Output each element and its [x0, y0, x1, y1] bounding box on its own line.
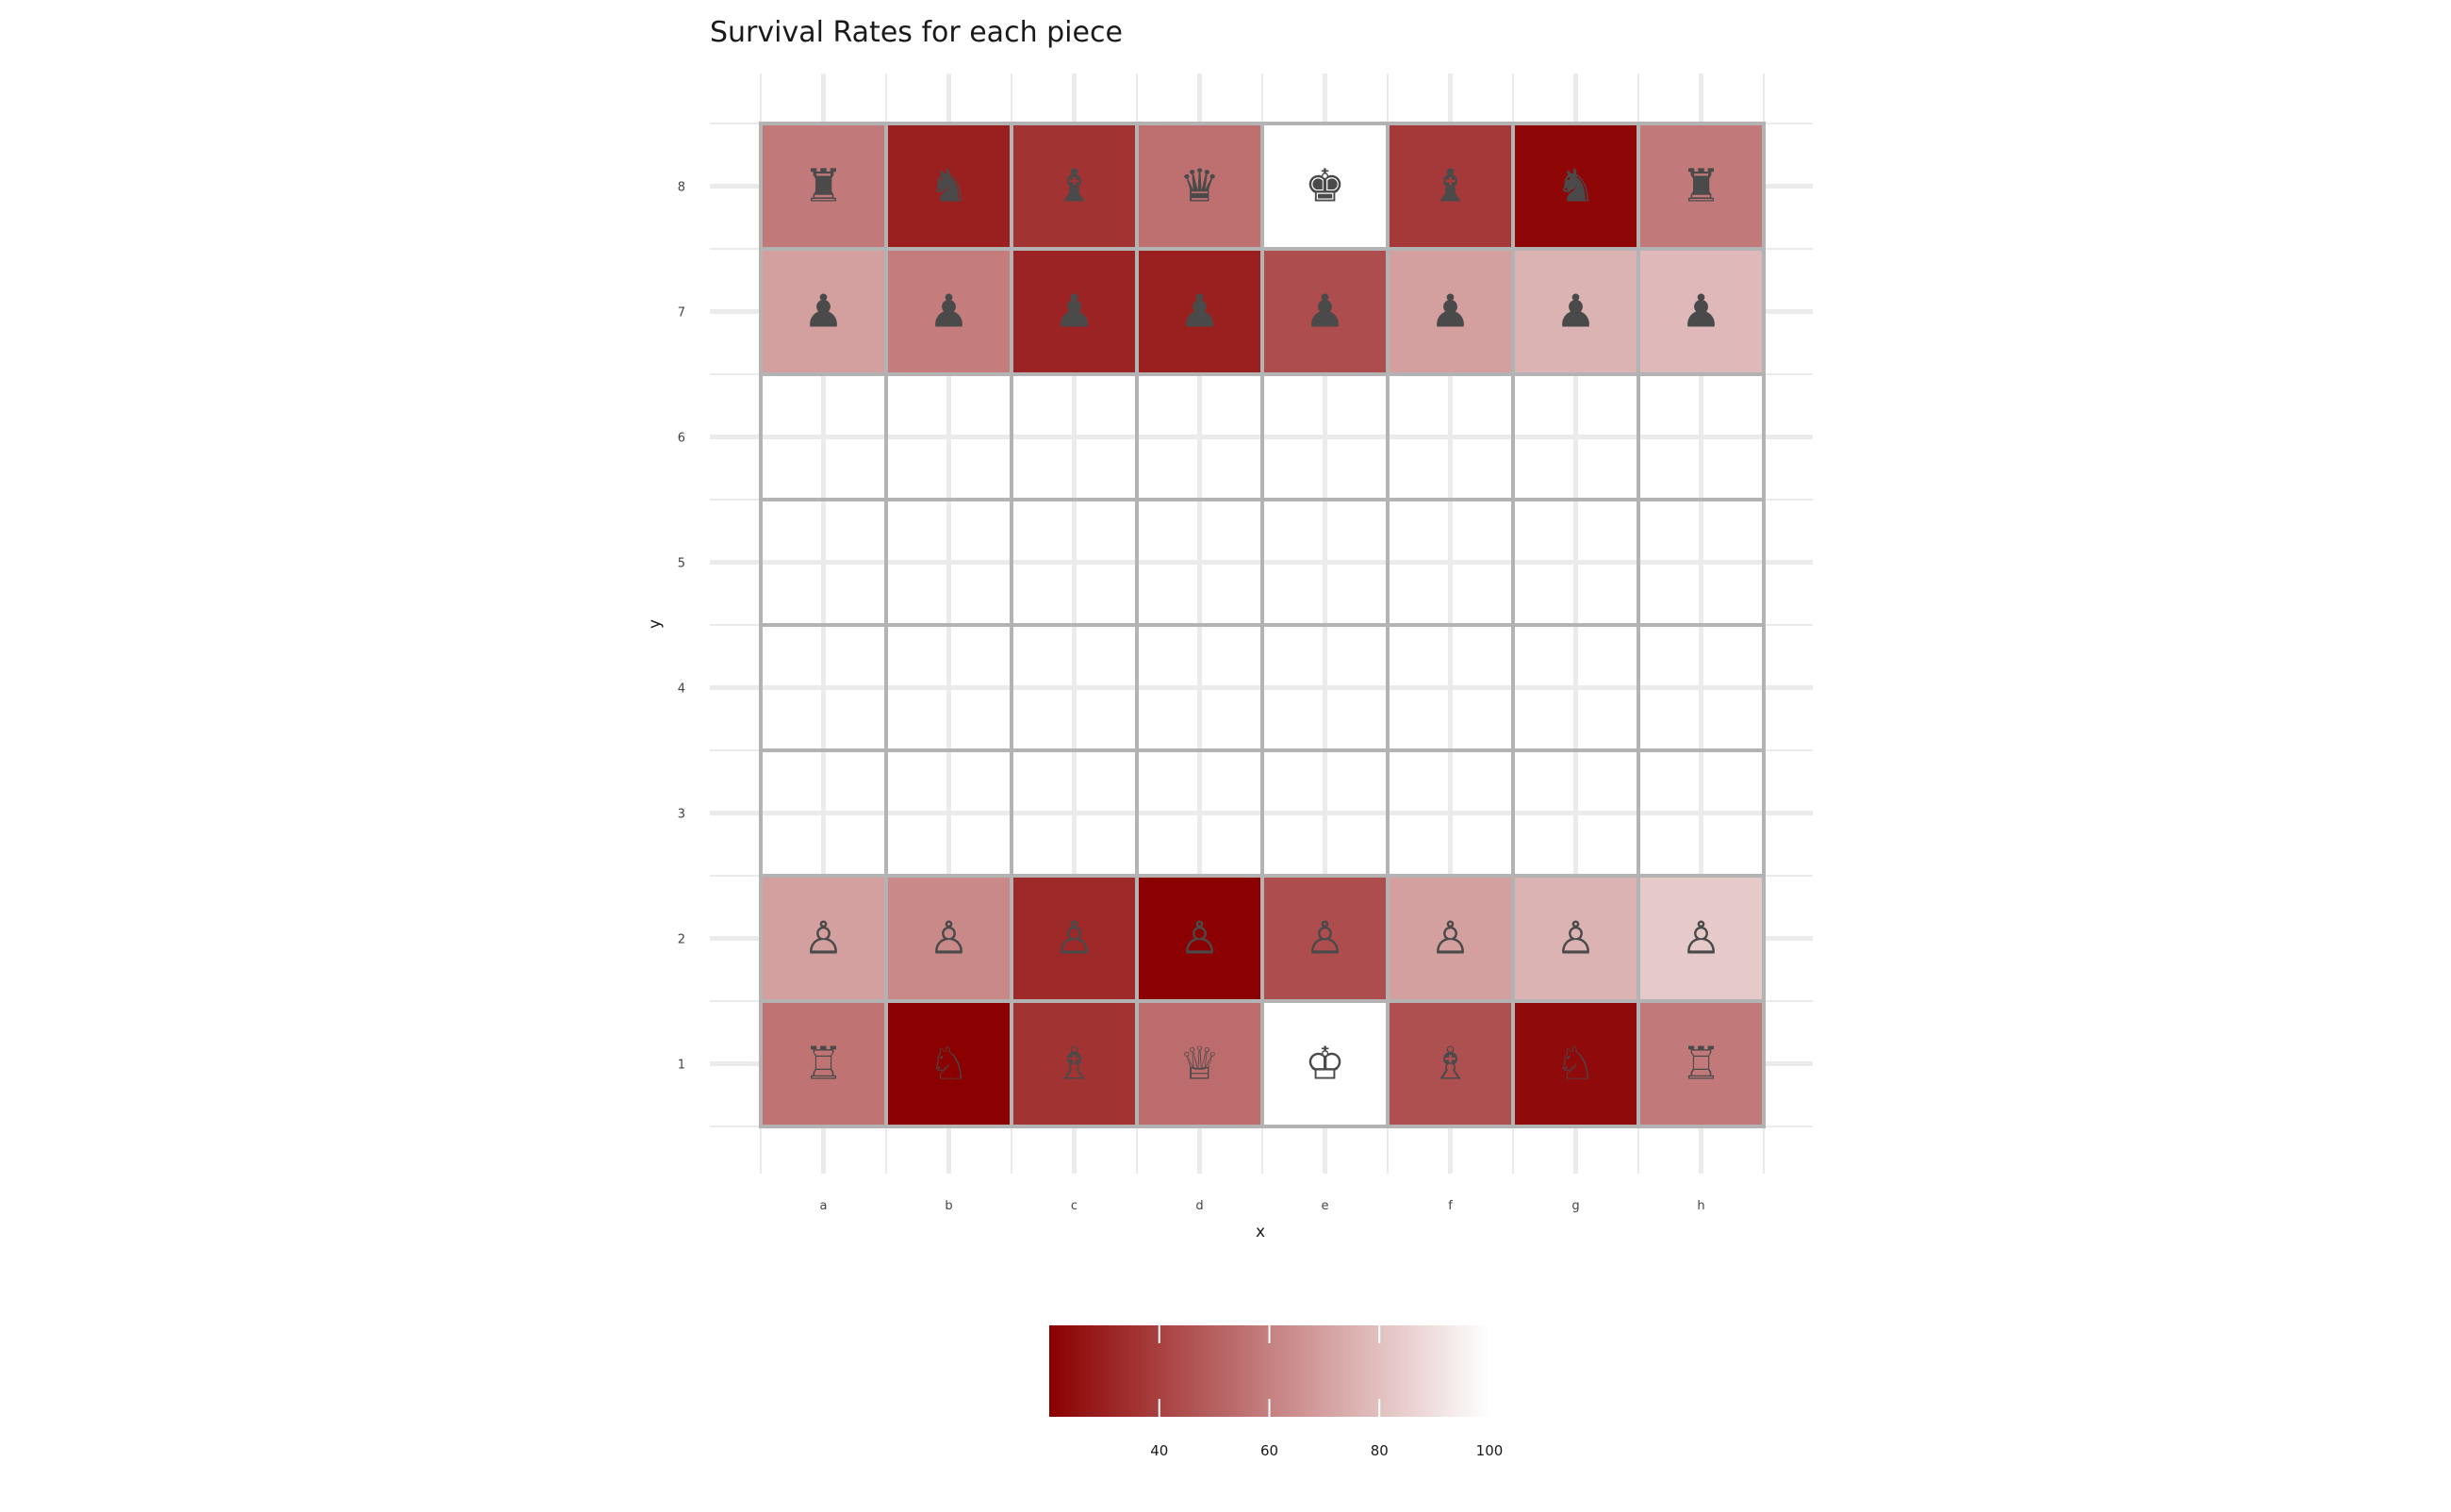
x-tick-label-c: c	[1071, 1199, 1077, 1213]
y-tick-labels: 1 2 3 4 5 6 7 8	[678, 181, 685, 1073]
black-king-icon: ♚	[1305, 160, 1345, 213]
y-tick-label-4: 4	[678, 682, 685, 697]
cell-d1-white-queen	[1135, 999, 1264, 1128]
cell-b8-black-knight	[884, 122, 1013, 251]
board-cells	[759, 122, 1766, 1128]
cell-e7-black-pawn	[1260, 247, 1390, 376]
black-bishop-icon: ♝	[1054, 160, 1094, 213]
black-pawn-icon: ♟	[803, 286, 844, 338]
cell-e1-white-king	[1260, 999, 1390, 1128]
white-queen-icon: ♕	[1179, 1038, 1220, 1091]
black-knight-icon: ♞	[1555, 160, 1596, 213]
cell-d7-black-pawn	[1135, 247, 1264, 376]
colorbar-legend: 40 60 80 100	[1049, 1325, 1503, 1459]
x-tick-labels: a b c d e f g h	[820, 1199, 1705, 1213]
y-tick-label-8: 8	[678, 181, 685, 195]
white-pawn-icon: ♙	[1305, 912, 1345, 965]
piece-glyphs: ♜ ♞ ♝ ♛ ♚ ♝ ♞ ♜ ♟ ♟ ♟ ♟ ♟ ♟ ♟ ♟ ♙ ♙ ♙ ♙ ♙ ♙ ♙ ♙ ♖ ♘ ♗ ♕ ♔ ♗ ♘ ♖	[803, 160, 1721, 1091]
cell-h8-black-rook	[1637, 122, 1766, 251]
cell-f7-black-pawn	[1386, 247, 1515, 376]
white-pawn-icon: ♙	[1681, 912, 1721, 965]
cell-e2-white-pawn	[1260, 874, 1390, 1003]
chart-title: Survival Rates for each piece	[710, 16, 1123, 49]
y-tick-label-5: 5	[678, 557, 685, 571]
cell-b1-white-knight	[884, 999, 1013, 1128]
colorbar-tick-label-40: 40	[1150, 1442, 1168, 1459]
black-pawn-icon: ♟	[1555, 286, 1596, 338]
cell-a8-black-rook	[759, 122, 888, 251]
y-tick-label-7: 7	[678, 306, 685, 320]
black-pawn-icon: ♟	[1305, 286, 1345, 338]
cell-h7-black-pawn	[1637, 247, 1766, 376]
white-king-icon: ♔	[1305, 1038, 1345, 1091]
black-bishop-icon: ♝	[1430, 160, 1471, 213]
black-rook-icon: ♜	[1681, 160, 1721, 213]
y-tick-label-2: 2	[678, 933, 685, 947]
y-tick-label-6: 6	[678, 432, 685, 446]
colorbar-tick-label-60: 60	[1260, 1442, 1278, 1459]
black-rook-icon: ♜	[803, 160, 844, 213]
x-tick-label-a: a	[820, 1199, 828, 1213]
x-tick-label-e: e	[1322, 1199, 1329, 1213]
colorbar-tick-label-80: 80	[1371, 1442, 1389, 1459]
black-pawn-icon: ♟	[929, 286, 969, 338]
black-pawn-icon: ♟	[1054, 286, 1094, 338]
black-queen-icon: ♛	[1179, 160, 1220, 213]
cell-f8-black-bishop	[1386, 122, 1515, 251]
white-bishop-icon: ♗	[1054, 1038, 1094, 1091]
x-tick-label-b: b	[945, 1199, 952, 1213]
y-tick-label-3: 3	[678, 808, 685, 822]
x-tick-label-h: h	[1697, 1199, 1704, 1213]
black-knight-icon: ♞	[929, 160, 969, 213]
cell-d8-black-queen	[1135, 122, 1264, 251]
white-pawn-icon: ♙	[1430, 912, 1471, 965]
colorbar-tick-label-100: 100	[1476, 1442, 1504, 1459]
white-knight-icon: ♘	[1555, 1038, 1596, 1091]
cell-h2-white-pawn	[1637, 874, 1766, 1003]
cell-a7-black-pawn	[759, 247, 888, 376]
white-bishop-icon: ♗	[1430, 1038, 1471, 1091]
black-pawn-icon: ♟	[1430, 286, 1471, 338]
x-tick-label-f: f	[1448, 1199, 1453, 1213]
black-pawn-icon: ♟	[1681, 286, 1721, 338]
cell-g1-white-knight	[1511, 999, 1640, 1128]
white-rook-icon: ♖	[1681, 1038, 1721, 1091]
white-pawn-icon: ♙	[803, 912, 844, 965]
y-tick-label-1: 1	[678, 1059, 685, 1073]
white-pawn-icon: ♙	[929, 912, 969, 965]
white-pawn-icon: ♙	[1555, 912, 1596, 965]
cell-g8-black-knight	[1511, 122, 1640, 251]
x-axis-label: x	[1256, 1223, 1265, 1241]
cell-c1-white-bishop	[1010, 999, 1139, 1128]
cell-f2-white-pawn	[1386, 874, 1515, 1003]
x-tick-label-d: d	[1195, 1199, 1203, 1213]
white-knight-icon: ♘	[929, 1038, 969, 1091]
white-pawn-icon: ♙	[1054, 912, 1094, 965]
white-pawn-icon: ♙	[1179, 912, 1220, 965]
y-axis-label: y	[646, 619, 665, 629]
black-pawn-icon: ♟	[1179, 286, 1220, 338]
x-tick-label-g: g	[1571, 1199, 1579, 1213]
cell-h1-white-rook	[1637, 999, 1766, 1128]
white-rook-icon: ♖	[803, 1038, 844, 1091]
